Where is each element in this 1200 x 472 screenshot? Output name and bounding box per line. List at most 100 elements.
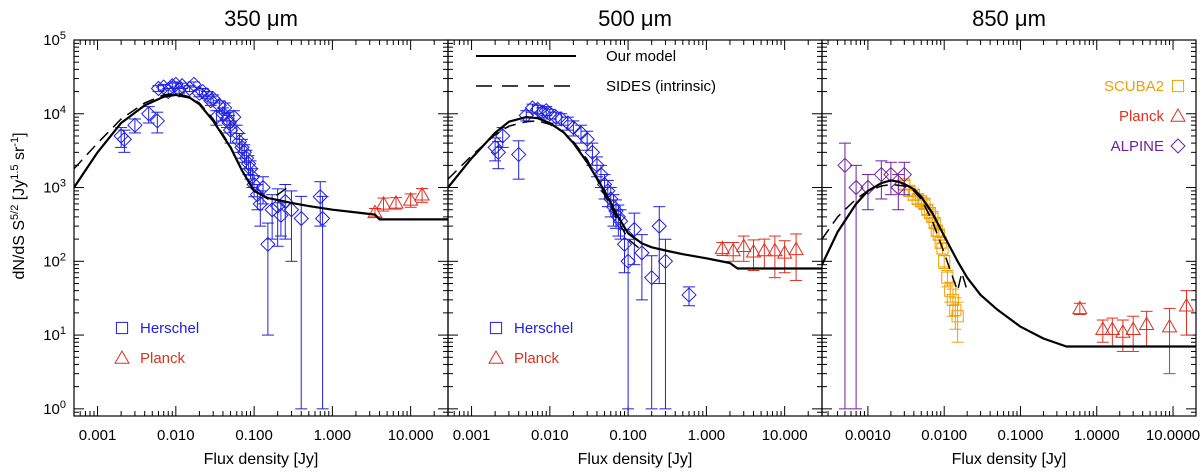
legend-label: SIDES (intrinsic) xyxy=(606,78,716,95)
legend-lines: Our model SIDES (intrinsic) xyxy=(476,48,716,95)
sides-intrinsic-curve xyxy=(74,92,292,200)
y-tick-label: 100 xyxy=(43,399,66,418)
our-model-curve xyxy=(74,93,448,221)
data-point xyxy=(657,253,674,270)
data-point xyxy=(1094,321,1111,335)
x-tick-label: 0.0010 xyxy=(845,427,891,444)
x-tick-label: 0.010 xyxy=(531,427,569,444)
data-point xyxy=(375,195,392,210)
data-point xyxy=(244,169,261,185)
data-point xyxy=(681,287,697,303)
data-point xyxy=(168,76,184,93)
legend-markers-right: SCUBA2 Planck ALPINE xyxy=(1104,78,1186,155)
data-point xyxy=(896,166,913,183)
data-point xyxy=(1178,297,1195,312)
data-point xyxy=(226,109,242,125)
legend-marker xyxy=(1170,138,1186,154)
data-point xyxy=(510,146,527,163)
y-tick-label: 102 xyxy=(43,251,66,270)
data-point xyxy=(612,213,629,229)
data-point xyxy=(116,131,133,148)
data-point xyxy=(860,179,876,196)
data-point xyxy=(951,310,964,323)
sides-intrinsic-curve xyxy=(822,183,968,292)
data-point xyxy=(1161,318,1178,333)
chart-panel-1: 350 μm 0.001 0.010 0.100 1.000 10.000 100 101 10… xyxy=(43,6,449,468)
legend-label: Planck xyxy=(1119,108,1165,125)
data-point xyxy=(174,78,190,94)
x-tick-label: 1.0000 xyxy=(1074,427,1120,444)
panels: 350 μm 0.001 0.010 0.100 1.000 10.000 100 101 10… xyxy=(43,6,1200,468)
data-point xyxy=(240,156,257,172)
legend-marker xyxy=(1171,79,1185,93)
data-point xyxy=(620,253,636,270)
x-axis-label: Flux density [Jy] xyxy=(952,451,1067,468)
our-model-curve xyxy=(448,115,822,270)
data-point xyxy=(414,186,430,201)
data-point xyxy=(837,157,853,174)
x-tick-label: 0.0100 xyxy=(921,427,967,444)
series-alpine xyxy=(837,142,913,410)
data-point xyxy=(946,293,959,306)
legend-label: Herschel xyxy=(140,320,199,337)
x-tick-label: 10.000 xyxy=(762,427,808,444)
x-tick-label: 0.001 xyxy=(79,427,117,444)
data-point xyxy=(314,210,331,227)
data-point xyxy=(756,242,773,257)
data-point xyxy=(149,113,166,129)
x-axis-label: Flux density [Jy] xyxy=(204,451,319,468)
x-tick-label: 0.100 xyxy=(609,427,647,444)
legend-label: Herschel xyxy=(514,320,573,337)
x-tick-label: 10.0000 xyxy=(1146,427,1200,444)
x-tick-label: 0.010 xyxy=(157,427,195,444)
y-tick-label: 103 xyxy=(43,178,66,197)
legend-label: Our model xyxy=(606,48,676,65)
data-point xyxy=(634,245,650,261)
series-herschel xyxy=(113,76,331,410)
data-point xyxy=(487,139,503,156)
series-planck xyxy=(1071,290,1195,375)
plot-frame xyxy=(821,39,1197,417)
panel-title: 500 μm xyxy=(598,6,672,31)
data-point xyxy=(553,111,569,127)
data-point xyxy=(140,106,157,122)
data-point xyxy=(745,243,762,258)
data-point xyxy=(150,80,167,97)
data-point xyxy=(883,166,899,183)
data-point xyxy=(388,194,404,209)
data-point xyxy=(776,244,793,259)
panel-title: 850 μm xyxy=(972,6,1046,31)
x-tick-label: 0.001 xyxy=(453,427,491,444)
x-tick-label: 1.000 xyxy=(688,427,726,444)
chart-panel-3: 850 μm 0.0010 0.0100 0.1000 1.0000 10.0000 Flu… xyxy=(821,6,1200,468)
data-point xyxy=(1104,321,1121,335)
legend-label: ALPINE xyxy=(1111,138,1164,155)
chart-panel-2: 500 μm 0.001 0.010 0.100 1.000 10.000 Flux den… xyxy=(447,6,823,468)
plot-frame xyxy=(447,39,823,417)
data-point xyxy=(643,269,660,286)
data-point xyxy=(219,111,235,127)
x-tick-label: 1.000 xyxy=(314,427,352,444)
data-point xyxy=(490,144,507,161)
data-point xyxy=(1115,324,1131,338)
y-tick-label: 101 xyxy=(43,325,66,344)
legend-markers: Herschel Planck xyxy=(114,320,199,367)
plot-area xyxy=(74,76,448,410)
data-point xyxy=(252,196,269,212)
panel-title: 350 μm xyxy=(224,6,298,31)
legend-marker xyxy=(114,349,130,364)
series-planck xyxy=(367,186,430,219)
data-point xyxy=(293,210,309,227)
data-point xyxy=(605,198,622,215)
data-point xyxy=(1071,300,1088,315)
legend-marker xyxy=(1170,107,1186,122)
data-point xyxy=(589,157,605,174)
data-point xyxy=(584,144,601,161)
data-point xyxy=(548,109,564,125)
series-scuba2 xyxy=(898,178,964,343)
data-point xyxy=(936,242,949,255)
y-axis-label: dN/dS S5/2 [Jy1.5 sr-1] xyxy=(9,132,28,279)
data-point xyxy=(938,255,951,268)
legend-label: SCUBA2 xyxy=(1104,78,1164,95)
